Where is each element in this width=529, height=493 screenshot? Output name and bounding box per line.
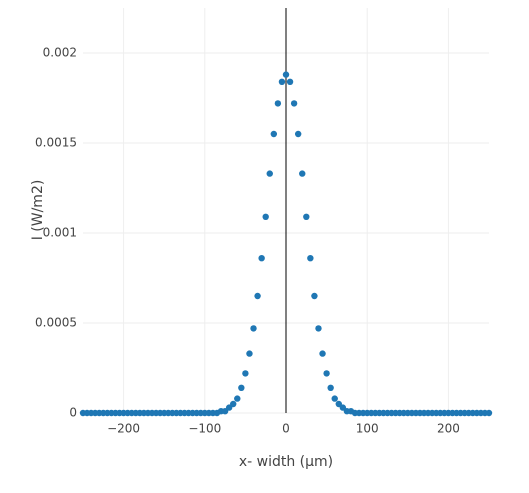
- x-tick-label: 0: [282, 422, 290, 436]
- marker: [242, 370, 249, 377]
- marker: [234, 395, 241, 402]
- x-axis-title: x- width (µm): [239, 454, 333, 470]
- y-tick-label: 0.001: [43, 226, 77, 240]
- marker: [307, 255, 314, 262]
- marker: [299, 170, 306, 177]
- marker: [246, 350, 253, 357]
- x-tick-label: −200: [107, 422, 140, 436]
- marker: [323, 370, 330, 377]
- marker: [315, 325, 322, 332]
- marker: [238, 384, 245, 391]
- y-tick-label: 0.0015: [35, 136, 77, 150]
- marker: [258, 255, 265, 262]
- marker: [250, 325, 257, 332]
- marker: [294, 130, 302, 138]
- marker: [270, 130, 278, 138]
- y-tick-label: 0.0005: [35, 316, 77, 330]
- marker: [331, 395, 338, 402]
- y-axis-title: I (W/m2): [30, 180, 46, 241]
- marker: [286, 78, 294, 86]
- x-tick-label: 200: [437, 422, 460, 436]
- marker: [485, 409, 493, 417]
- marker: [266, 170, 273, 177]
- marker: [282, 71, 290, 78]
- marker: [290, 100, 298, 107]
- marker: [262, 213, 269, 220]
- y-tick-label: 0: [69, 406, 77, 420]
- marker: [303, 213, 310, 220]
- x-tick-label: −100: [188, 422, 221, 436]
- x-tick-label: 100: [356, 422, 379, 436]
- marker: [230, 400, 237, 408]
- marker: [327, 384, 334, 391]
- marker: [311, 292, 318, 300]
- marker: [254, 292, 261, 300]
- marker: [319, 350, 326, 357]
- marker: [278, 78, 286, 86]
- y-tick-label: 0.002: [43, 46, 77, 60]
- marker: [274, 100, 282, 107]
